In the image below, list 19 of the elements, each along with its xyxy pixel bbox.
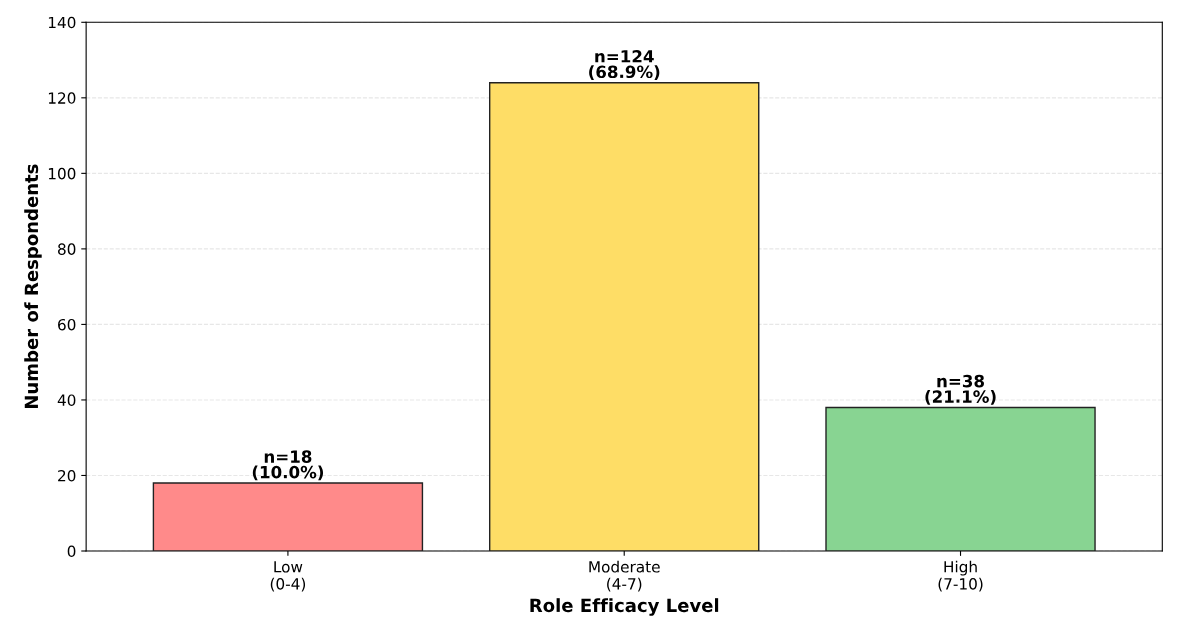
bar	[152, 482, 424, 551]
y-axis-title: Number of Respondents	[24, 164, 42, 409]
data-label: n=124 (68.9%)	[589, 50, 660, 81]
data-label: n=18 (10.0%)	[252, 450, 324, 481]
x-axis-title: Role Efficacy Level	[530, 598, 719, 616]
y-tick-label: 100	[48, 167, 76, 180]
bar	[489, 82, 760, 551]
y-tick-label: 60	[58, 318, 76, 331]
data-label: n=38 (21.1%)	[925, 374, 996, 405]
x-tick-label: High (7-10)	[938, 560, 983, 592]
x-tick-label: Low (0-4)	[270, 561, 306, 592]
y-tick-label: 0	[67, 545, 76, 558]
y-tick-label: 140	[48, 16, 76, 29]
x-tick-label: Moderate (4-7)	[589, 560, 660, 592]
y-tick-label: 120	[48, 92, 76, 104]
y-tick-label: 20	[58, 469, 76, 482]
y-tick-label: 80	[58, 243, 76, 255]
bar	[825, 406, 1096, 551]
y-tick-label: 40	[57, 394, 76, 406]
